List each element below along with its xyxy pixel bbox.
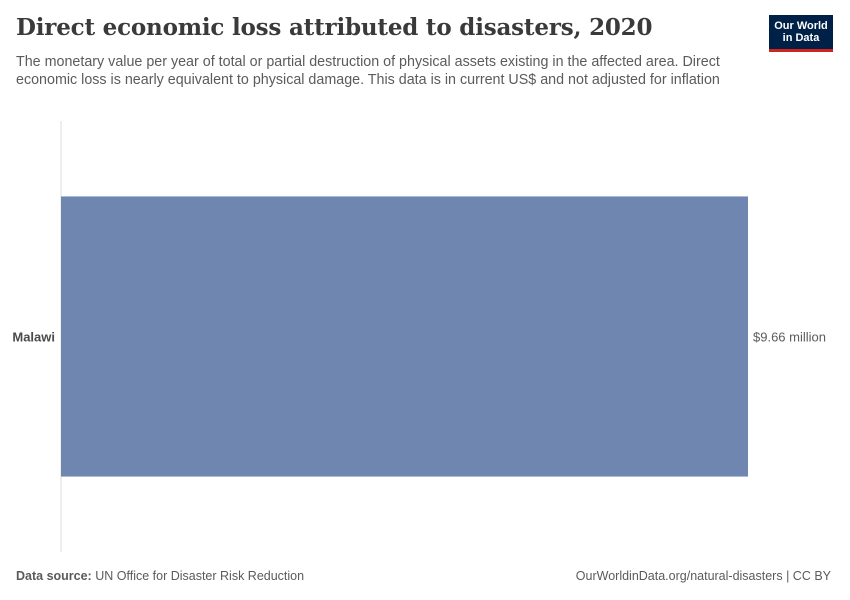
data-source-text: UN Office for Disaster Risk Reduction xyxy=(95,569,305,583)
chart-title: Direct economic loss attributed to disas… xyxy=(16,14,653,41)
value-label: $9.66 million xyxy=(753,330,826,345)
category-label: Malawi xyxy=(12,330,55,345)
chart-subtitle: The monetary value per year of total or … xyxy=(16,54,720,88)
source-link[interactable]: OurWorldinData.org/natural-disasters | C… xyxy=(575,569,831,583)
owid-logo[interactable]: Our World in Data xyxy=(769,15,833,52)
logo-line-1: Our World xyxy=(774,20,828,32)
logo-line-2: in Data xyxy=(782,32,820,44)
data-source-label: Data source: xyxy=(16,569,92,583)
bar-malawi[interactable] xyxy=(61,196,748,477)
data-source: Data source: UN Office for Disaster Risk… xyxy=(16,569,304,583)
